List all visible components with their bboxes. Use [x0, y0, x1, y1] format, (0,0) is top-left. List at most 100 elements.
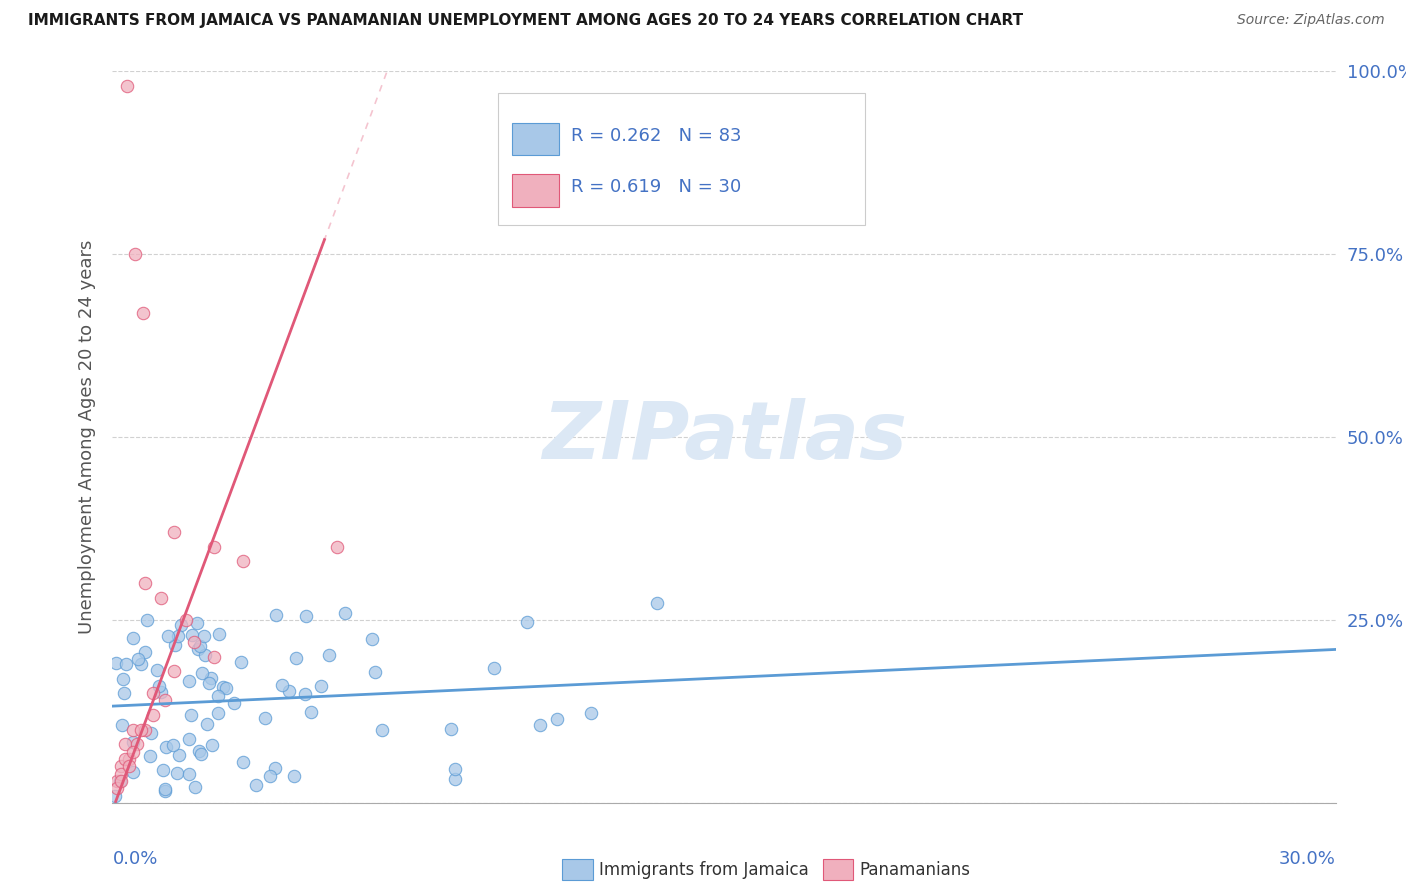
Point: [105, 773, 128, 788]
Point: [110, 766, 132, 780]
Point: [103, 789, 125, 804]
Point: [200, 671, 222, 685]
Point: [186, 615, 208, 630]
Point: [177, 767, 200, 781]
Point: [271, 678, 294, 692]
Point: [112, 686, 135, 700]
Point: [191, 666, 214, 681]
Point: [122, 765, 145, 780]
Point: [111, 717, 134, 731]
Point: [118, 752, 141, 766]
Point: [207, 627, 229, 641]
Text: R = 0.262   N = 83: R = 0.262 N = 83: [571, 127, 742, 145]
Point: [364, 665, 387, 679]
Point: [529, 718, 551, 732]
Point: [115, 78, 138, 93]
Point: [263, 761, 285, 775]
Point: [204, 649, 226, 664]
Point: [163, 638, 186, 652]
Text: 0.0%: 0.0%: [112, 850, 157, 868]
Point: [207, 706, 229, 720]
Point: [132, 306, 155, 320]
Point: [294, 687, 316, 701]
Point: [204, 540, 226, 554]
Text: Immigrants from Jamaica: Immigrants from Jamaica: [599, 861, 808, 879]
Point: [284, 650, 307, 665]
Point: [114, 737, 136, 751]
Point: [129, 723, 152, 737]
Point: [134, 645, 156, 659]
Point: [167, 748, 190, 763]
Point: [167, 629, 190, 643]
Point: [361, 632, 384, 646]
Point: [333, 607, 356, 621]
Point: [180, 628, 202, 642]
Point: [232, 554, 254, 568]
Point: [163, 664, 186, 678]
Point: [174, 613, 197, 627]
Point: [146, 664, 169, 678]
Point: [139, 748, 162, 763]
Point: [190, 747, 212, 761]
Point: [222, 696, 245, 710]
Point: [232, 755, 254, 769]
Point: [197, 717, 219, 731]
Point: [122, 723, 145, 737]
Point: [194, 648, 217, 662]
Point: [546, 712, 568, 726]
Point: [318, 648, 340, 662]
Point: [188, 639, 211, 653]
Point: [152, 763, 174, 777]
Point: [153, 783, 176, 797]
Point: [443, 762, 465, 776]
Point: [139, 726, 162, 740]
Point: [645, 596, 668, 610]
Point: [184, 780, 207, 795]
Text: R = 0.619   N = 30: R = 0.619 N = 30: [571, 178, 741, 196]
Point: [187, 641, 209, 656]
Text: 30.0%: 30.0%: [1279, 850, 1336, 868]
Point: [183, 635, 205, 649]
Point: [105, 657, 128, 671]
Point: [444, 772, 467, 786]
Point: [110, 774, 132, 789]
Point: [135, 613, 157, 627]
Point: [153, 782, 176, 797]
Point: [155, 740, 177, 755]
Point: [177, 673, 200, 688]
Point: [114, 752, 136, 766]
Point: [148, 679, 170, 693]
Text: Panamanians: Panamanians: [859, 861, 970, 879]
Point: [122, 631, 145, 645]
Point: [193, 629, 215, 643]
Bar: [512, 122, 560, 155]
Point: [124, 247, 146, 261]
Point: [254, 711, 277, 725]
Point: [127, 652, 149, 666]
Point: [229, 656, 252, 670]
Point: [266, 607, 288, 622]
Point: [207, 689, 229, 703]
Point: [170, 617, 193, 632]
Y-axis label: Unemployment Among Ages 20 to 24 years: Unemployment Among Ages 20 to 24 years: [77, 240, 96, 634]
FancyBboxPatch shape: [498, 94, 865, 225]
Point: [515, 615, 537, 629]
Point: [129, 657, 152, 671]
Point: [326, 540, 349, 554]
Point: [294, 609, 316, 624]
Point: [579, 706, 602, 720]
Text: ZIPatlas: ZIPatlas: [541, 398, 907, 476]
Point: [299, 705, 322, 719]
Point: [149, 685, 172, 699]
Point: [155, 693, 177, 707]
Point: [277, 684, 299, 698]
Point: [125, 737, 148, 751]
Point: [439, 723, 461, 737]
Point: [150, 591, 173, 605]
Point: [110, 773, 132, 788]
Point: [484, 660, 506, 674]
Point: [245, 778, 267, 792]
Point: [283, 769, 305, 783]
Point: [215, 681, 238, 696]
Point: [122, 745, 145, 759]
